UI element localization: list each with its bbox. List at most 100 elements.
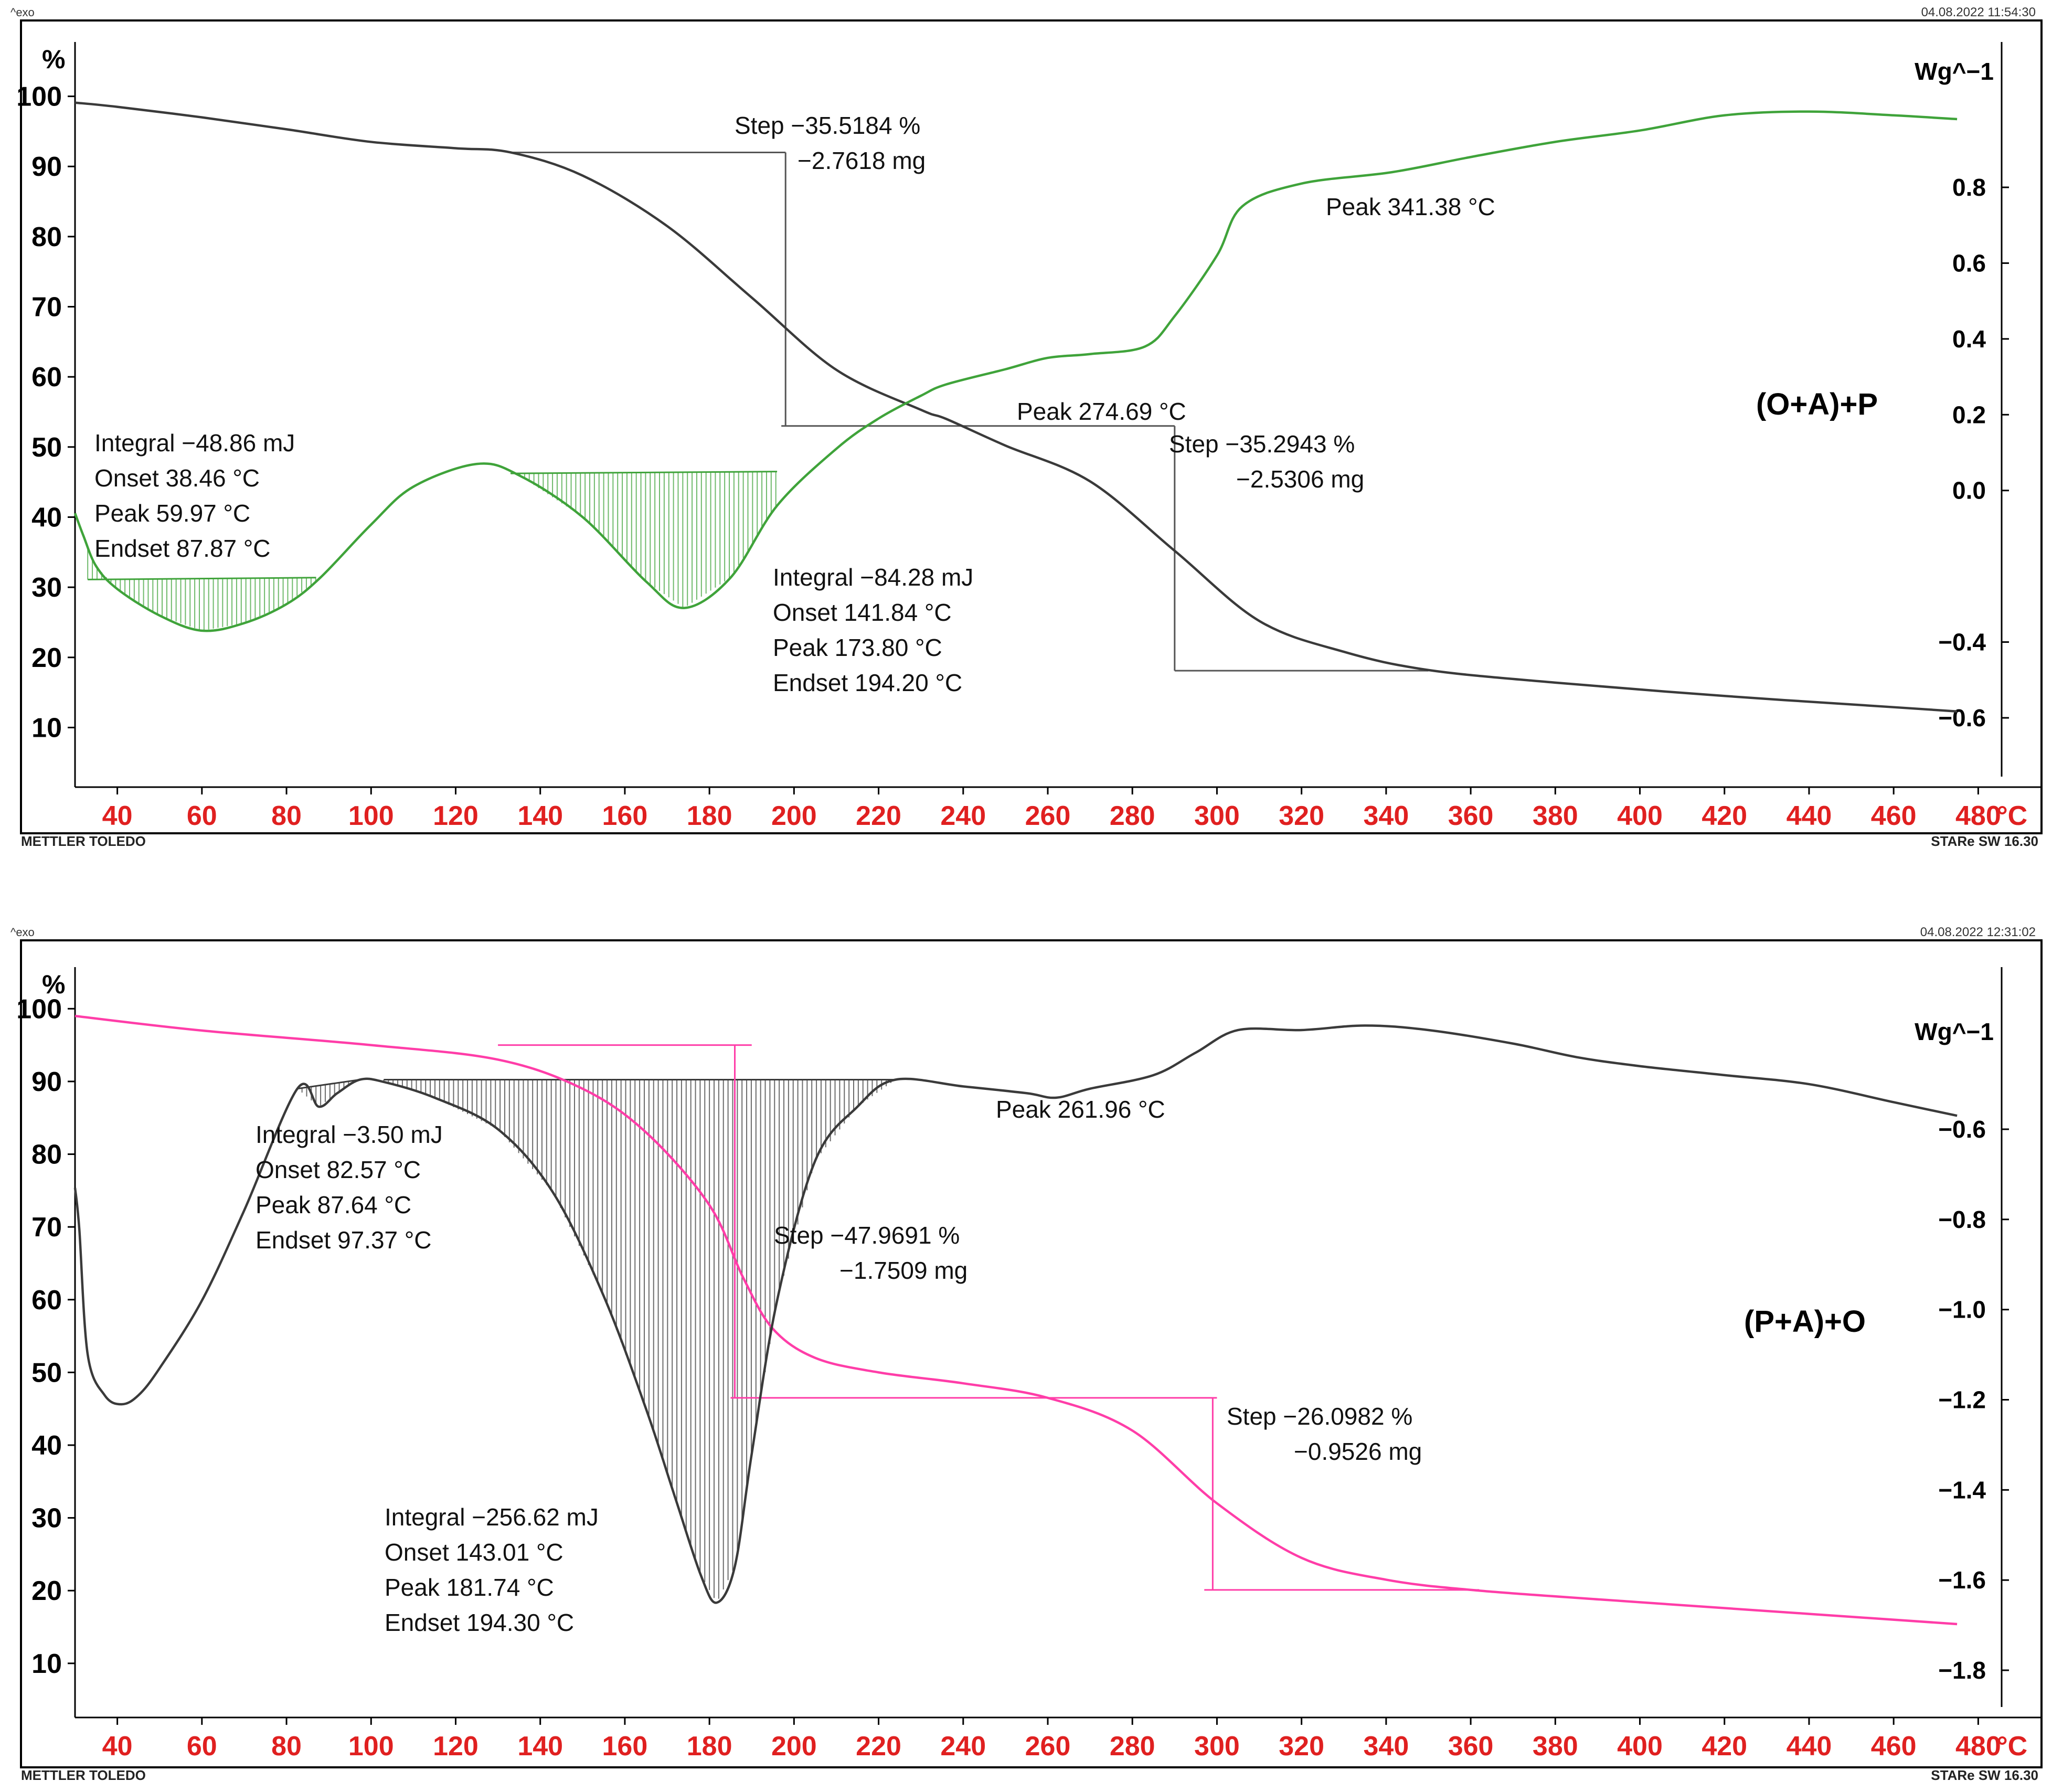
annotation-line: Step −35.2943 % [1169,430,1355,458]
x-tick-label: 380 [1533,801,1578,831]
annotation-5: Integral −256.62 mJ Onset 143.01 °C Peak 1… [385,1503,599,1636]
exo-label: ^exo [10,926,35,939]
x-tick-label: 320 [1279,1731,1324,1762]
annotation-line: −1.7509 mg [839,1257,967,1284]
left-tick-label: 10 [31,1649,62,1679]
x-tick-label: 180 [687,1731,732,1762]
software-label: STARe SW 16.30 [1931,1767,2038,1783]
software-label: STARe SW 16.30 [1931,833,2038,849]
left-tick-label: 20 [31,643,62,673]
step-construction-1 [511,151,1175,427]
right-tick-label: −0.6 [1938,704,1986,731]
x-tick-label: 80 [271,1731,302,1762]
annotation-line: Peak 59.97 °C [94,500,250,527]
chart-panel-1: ^exo 04.08.2022 11:54:30 METTLER TOLEDO STA… [10,5,2043,849]
x-tick-label: 40 [102,1731,133,1762]
left-tick-label: 70 [31,292,62,323]
step-construction-2 [1204,1397,1480,1591]
annotation-3: Step −47.9691 % −1.7509 mg [774,1222,967,1284]
integral-area-2 [510,471,778,607]
x-tick-label: 180 [687,801,732,831]
annotation-line: Peak 173.80 °C [773,634,942,661]
left-tick-label: 50 [31,432,62,463]
left-tick-label: 10 [31,713,62,743]
annotation-4: Step −26.0982 % −0.9526 mg [1227,1403,1422,1465]
series-line-tga [75,1014,1958,1626]
right-axis-unit: Wg^−1 [1915,58,1994,85]
annotation-line: Endset 194.20 °C [773,669,962,696]
plot-frame [20,939,2043,1768]
right-tick-label: 0.0 [1952,477,1986,504]
x-tick-label: 240 [940,1731,986,1762]
annotation-line: −2.5306 mg [1236,465,1364,493]
left-tick-label: 60 [31,1285,62,1316]
left-tick-label: 100 [16,82,62,112]
x-tick-label: 120 [433,1731,479,1762]
step-construction-1 [498,1044,1217,1399]
x-tick-label: 380 [1533,1731,1578,1762]
x-tick-label: 40 [102,801,133,831]
left-axis-unit: % [42,970,65,999]
x-unit-label: °C [1997,801,2027,831]
x-tick-label: 400 [1617,1731,1663,1762]
panel-title: (P+A)+O [1744,1305,1866,1339]
x-tick-label: 480 [1955,801,2001,831]
series-line-dsc [73,110,1958,632]
x-tick-label: 60 [187,801,217,831]
chart-panel-2: ^exo 04.08.2022 12:31:02 METTLER TOLEDO STA… [10,925,2043,1783]
annotation-line: Onset 82.57 °C [256,1156,421,1183]
x-tick-label: 60 [187,1731,217,1762]
left-tick-label: 50 [31,1358,62,1388]
x-tick-label: 260 [1025,801,1071,831]
left-tick-label: 40 [31,1430,62,1461]
x-tick-label: 300 [1194,1731,1240,1762]
right-tick-label: −0.4 [1938,629,1986,656]
x-tick-label: 140 [517,801,563,831]
x-tick-label: 280 [1110,801,1155,831]
annotation-line: Onset 141.84 °C [773,599,952,626]
annotation-6: Integral −84.28 mJ Onset 141.84 °C Peak 17… [773,564,973,696]
annotation-line: −0.9526 mg [1294,1438,1422,1465]
integral-baseline [511,471,778,474]
x-tick-label: 460 [1871,1731,1917,1762]
right-tick-label: −1.6 [1938,1566,1986,1594]
right-tick-label: −1.2 [1938,1386,1986,1414]
x-tick-label: 480 [1955,1731,2001,1762]
exo-label: ^exo [10,6,35,19]
right-tick-label: −0.6 [1938,1116,1986,1143]
x-tick-label: 420 [1702,1731,1747,1762]
annotation-line: Integral −84.28 mJ [773,564,973,591]
right-tick-label: −1.4 [1938,1476,1986,1503]
x-tick-label: 200 [771,801,817,831]
x-tick-label: 400 [1617,801,1663,831]
plot-frame [20,19,2043,834]
x-tick-label: 440 [1787,801,1832,831]
panel-title: (O+A)+P [1756,387,1878,421]
x-tick-label: 160 [602,801,648,831]
annotation-line: Peak 261.96 °C [996,1096,1165,1123]
annotation-2: Peak 261.96 °C [996,1096,1165,1123]
timestamp: 04.08.2022 11:54:30 [1921,5,2036,19]
x-tick-label: 80 [271,801,302,831]
x-tick-label: 260 [1025,1731,1071,1762]
x-tick-label: 100 [348,1731,394,1762]
right-tick-label: −1.8 [1938,1657,1986,1684]
annotation-line: Peak 274.69 °C [1017,398,1186,425]
annotation-line: Integral −48.86 mJ [94,429,295,457]
left-tick-label: 70 [31,1212,62,1243]
left-tick-label: 80 [31,222,62,252]
x-tick-label: 320 [1279,801,1324,831]
right-tick-label: −1.0 [1938,1296,1986,1323]
series-line-dsc [73,1024,1958,1604]
series-line-tga [75,101,1958,713]
x-tick-label: 200 [771,1731,817,1762]
x-tick-label: 420 [1702,801,1747,831]
annotation-5: Integral −48.86 mJ Onset 38.46 °C Peak 59.… [94,429,295,562]
annotation-line: Endset 97.37 °C [256,1226,432,1254]
integral-area-2 [383,1078,896,1599]
integral-baseline [88,577,316,580]
x-unit-label: °C [1997,1731,2027,1762]
annotation-line: −2.7618 mg [798,147,926,174]
x-tick-label: 220 [856,801,901,831]
annotation-line: Onset 143.01 °C [385,1539,563,1566]
